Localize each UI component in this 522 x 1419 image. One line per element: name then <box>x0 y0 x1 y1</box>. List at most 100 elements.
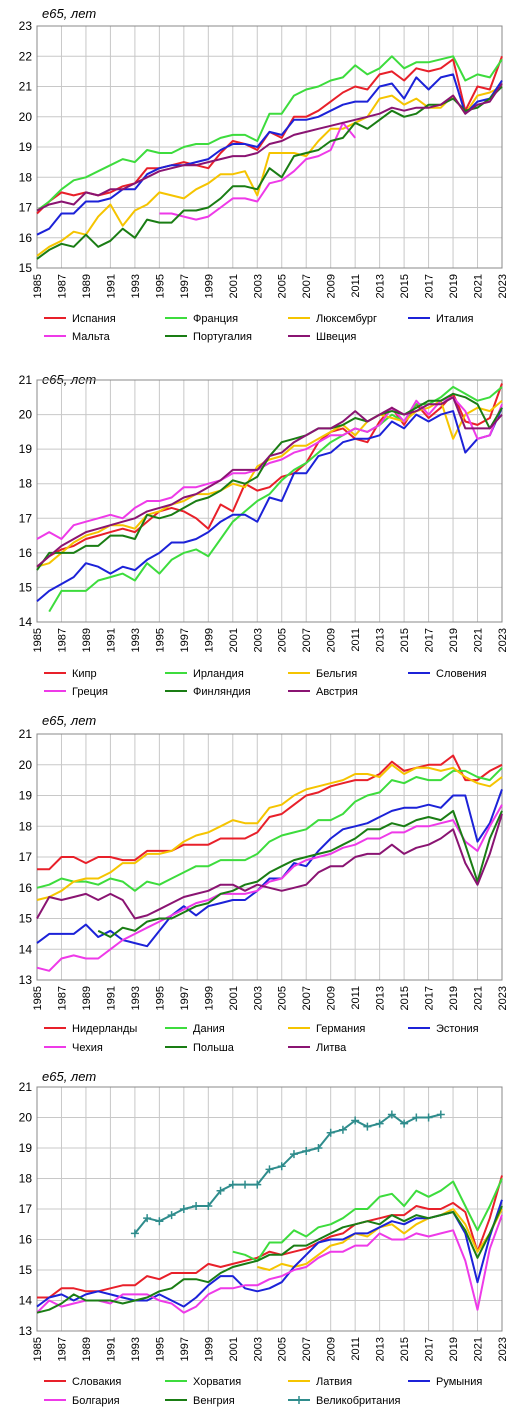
x-tick-label: 2001 <box>228 274 240 298</box>
y-axis-label: e65, лет <box>42 6 96 21</box>
y-tick-label: 18 <box>19 170 33 184</box>
x-tick-label: 2003 <box>252 986 264 1010</box>
y-axis-label: e65, лет <box>42 1069 96 1084</box>
legend-label: Чехия <box>72 1042 103 1054</box>
x-tick-label: 2023 <box>497 274 509 298</box>
legend-label: Греция <box>72 686 108 698</box>
y-tick-label: 17 <box>19 511 33 525</box>
series-line-6 <box>36 85 503 260</box>
series-marker <box>277 1162 286 1171</box>
series-marker <box>130 1229 139 1238</box>
y-axis-label: e65, лет <box>42 713 96 728</box>
x-tick-label: 1989 <box>81 628 93 652</box>
x-tick-label: 2013 <box>375 986 387 1010</box>
x-tick-label: 1995 <box>154 274 166 298</box>
x-tick-label: 1993 <box>130 986 142 1010</box>
x-tick-label: 2015 <box>399 274 411 298</box>
legend-label: Бельгия <box>316 668 357 680</box>
y-tick-label: 15 <box>19 1263 33 1277</box>
x-tick-label: 2015 <box>399 986 411 1010</box>
series-line-4 <box>36 407 503 603</box>
series-marker <box>363 1122 372 1131</box>
x-tick-label: 2001 <box>228 628 240 652</box>
series-marker <box>326 1128 335 1137</box>
x-tick-label: 1985 <box>32 986 44 1010</box>
legend-label: Словакия <box>72 1376 121 1388</box>
x-tick-label: 2011 <box>350 274 362 298</box>
series-line-2 <box>36 767 503 892</box>
series-marker <box>228 1180 237 1189</box>
x-tick-label: 2023 <box>497 986 509 1010</box>
x-tick-label: 2015 <box>399 1337 411 1361</box>
series-line-2 <box>36 55 503 212</box>
x-tick-label: 2007 <box>301 628 313 652</box>
series-marker <box>375 1119 384 1128</box>
x-tick-label: 2021 <box>473 628 485 652</box>
series-line-7 <box>36 813 503 920</box>
legend-label: Румыния <box>436 1376 482 1388</box>
series-line-4 <box>36 73 503 236</box>
x-tick-label: 1999 <box>203 274 215 298</box>
x-tick-label: 1987 <box>56 986 68 1010</box>
legend-label: Литва <box>316 1042 347 1054</box>
x-tick-label: 1987 <box>56 1337 68 1361</box>
y-tick-label: 19 <box>19 789 33 803</box>
y-tick-label: 16 <box>19 546 33 560</box>
y-tick-label: 15 <box>19 580 33 594</box>
series-marker <box>351 1116 360 1125</box>
series-marker <box>241 1180 250 1189</box>
series-marker <box>436 1110 445 1119</box>
x-tick-label: 1993 <box>130 274 142 298</box>
series-marker <box>412 1113 421 1122</box>
y-tick-label: 20 <box>19 758 33 772</box>
series-marker <box>253 1180 262 1189</box>
x-tick-label: 1991 <box>105 1337 117 1361</box>
y-tick-label: 18 <box>19 819 33 833</box>
series-line-3 <box>36 85 503 257</box>
x-tick-label: 1995 <box>154 1337 166 1361</box>
x-tick-label: 2009 <box>326 274 338 298</box>
series-line-3 <box>36 763 503 901</box>
series-line-1 <box>37 1175 503 1299</box>
y-tick-label: 21 <box>19 1080 33 1094</box>
series-marker <box>216 1186 225 1195</box>
x-tick-label: 1995 <box>154 986 166 1010</box>
series-line-1 <box>36 383 503 568</box>
series-marker <box>265 1165 274 1174</box>
x-tick-label: 2013 <box>375 1337 387 1361</box>
x-tick-label: 1999 <box>203 986 215 1010</box>
y-tick-label: 21 <box>19 373 33 387</box>
x-tick-label: 1989 <box>81 274 93 298</box>
y-tick-label: 17 <box>19 1202 33 1216</box>
x-tick-label: 1989 <box>81 986 93 1010</box>
x-tick-label: 2023 <box>497 628 509 652</box>
series-marker <box>400 1119 409 1128</box>
legend-label: Польша <box>193 1042 235 1054</box>
x-tick-label: 1997 <box>179 628 191 652</box>
series-line-2 <box>48 385 503 613</box>
legend-label: Словения <box>436 668 487 680</box>
x-tick-label: 2005 <box>277 1337 289 1361</box>
x-tick-label: 2005 <box>277 986 289 1010</box>
x-tick-label: 2013 <box>375 628 387 652</box>
y-tick-label: 13 <box>19 973 33 987</box>
legend-label: Франция <box>193 313 238 325</box>
series-marker <box>314 1144 323 1152</box>
y-tick-label: 14 <box>19 615 33 629</box>
y-tick-label: 21 <box>19 727 33 741</box>
legend-label: Болгария <box>72 1395 120 1407</box>
legend-label: Хорватия <box>193 1376 241 1388</box>
legend-label: Нидерланды <box>72 1023 137 1035</box>
plot-frame <box>36 733 503 981</box>
legend-label: Португалия <box>193 331 252 343</box>
series-marker <box>167 1211 176 1220</box>
series-line-6 <box>36 1205 503 1314</box>
y-tick-label: 16 <box>19 231 33 245</box>
x-tick-label: 2015 <box>399 628 411 652</box>
x-tick-label: 1985 <box>32 1337 44 1361</box>
series-line-7 <box>36 396 503 568</box>
series-line-7 <box>36 82 503 212</box>
